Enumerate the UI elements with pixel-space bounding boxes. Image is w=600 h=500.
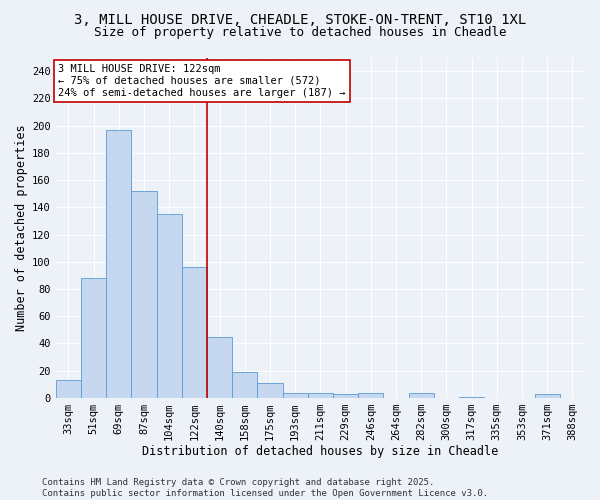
Bar — [81, 278, 106, 398]
Bar — [308, 392, 333, 398]
Bar — [106, 130, 131, 398]
Bar — [257, 383, 283, 398]
Bar — [232, 372, 257, 398]
Bar — [283, 392, 308, 398]
Bar — [157, 214, 182, 398]
Bar — [56, 380, 81, 398]
Bar — [182, 267, 207, 398]
Text: Size of property relative to detached houses in Cheadle: Size of property relative to detached ho… — [94, 26, 506, 39]
X-axis label: Distribution of detached houses by size in Cheadle: Distribution of detached houses by size … — [142, 444, 499, 458]
Bar — [459, 396, 484, 398]
Bar — [535, 394, 560, 398]
Text: Contains HM Land Registry data © Crown copyright and database right 2025.
Contai: Contains HM Land Registry data © Crown c… — [42, 478, 488, 498]
Y-axis label: Number of detached properties: Number of detached properties — [15, 124, 28, 331]
Bar — [207, 336, 232, 398]
Text: 3 MILL HOUSE DRIVE: 122sqm
← 75% of detached houses are smaller (572)
24% of sem: 3 MILL HOUSE DRIVE: 122sqm ← 75% of deta… — [58, 64, 346, 98]
Bar — [358, 392, 383, 398]
Bar — [333, 394, 358, 398]
Text: 3, MILL HOUSE DRIVE, CHEADLE, STOKE-ON-TRENT, ST10 1XL: 3, MILL HOUSE DRIVE, CHEADLE, STOKE-ON-T… — [74, 12, 526, 26]
Bar — [131, 191, 157, 398]
Bar — [409, 392, 434, 398]
